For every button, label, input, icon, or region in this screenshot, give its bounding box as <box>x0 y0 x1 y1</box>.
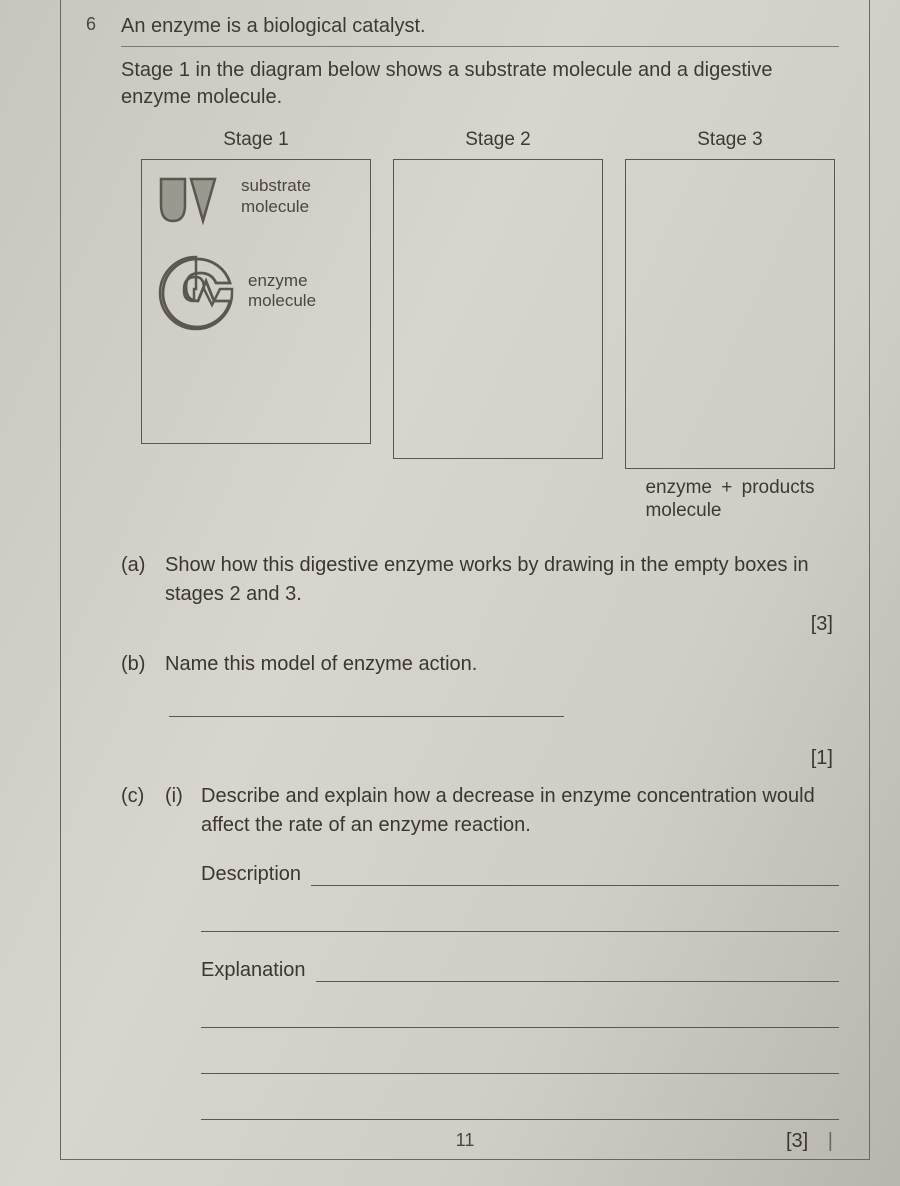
stage-1-box: substrate molecule <box>141 159 371 444</box>
stage-3-column: Stage 3 enzyme + products molecule <box>625 129 835 523</box>
part-c: (c) (i) Describe and explain how a decre… <box>121 782 839 840</box>
explanation-line-3 <box>201 1046 839 1074</box>
enzyme-label: enzyme molecule <box>248 271 316 312</box>
stage-2-title: Stage 2 <box>465 129 531 151</box>
part-b-letter: (b) <box>121 650 165 679</box>
s3-caption-enzyme: enzyme <box>645 477 712 498</box>
explanation-label: Explanation <box>201 959 306 982</box>
substrate-label-1: substrate <box>241 176 311 195</box>
stage-2-box <box>393 159 603 459</box>
explanation-line-2 <box>201 1000 839 1028</box>
description-line-2 <box>201 904 839 932</box>
intro-line-2: Stage 1 in the diagram below shows a sub… <box>121 57 839 111</box>
intro-line-1: An enzyme is a biological catalyst. <box>121 15 839 38</box>
divider <box>121 46 839 47</box>
part-a-marks: [3] <box>121 613 833 636</box>
page-number: 11 <box>61 1130 869 1151</box>
part-b-text: Name this model of enzyme action. <box>165 650 839 679</box>
stage-3-title: Stage 3 <box>697 129 763 151</box>
stage-3-box <box>625 159 835 469</box>
part-a-letter: (a) <box>121 551 165 609</box>
explanation-row: Explanation <box>201 958 839 982</box>
enzyme-row: enzyme molecule <box>154 251 358 331</box>
part-a: (a) Show how this digestive enzyme works… <box>121 551 839 609</box>
part-c-roman: (i) <box>165 782 201 840</box>
description-row: Description <box>201 862 839 886</box>
page-outer: 6 An enzyme is a biological catalyst. St… <box>0 0 900 1186</box>
explanation-line-4 <box>201 1092 839 1120</box>
substrate-left-icon <box>159 177 185 221</box>
explanation-line-1 <box>316 958 839 982</box>
page-content: 6 An enzyme is a biological catalyst. St… <box>60 0 870 1160</box>
stage-3-caption: enzyme + products molecule <box>645 477 814 523</box>
stages-row: Stage 1 <box>141 129 829 523</box>
enzyme-label-2: molecule <box>248 291 316 310</box>
part-b-answer-line <box>169 689 564 717</box>
description-line-1 <box>311 862 839 886</box>
part-b-marks: [1] <box>121 747 833 770</box>
part-c-text: Describe and explain how a decrease in e… <box>201 782 839 840</box>
enzyme-label-1: enzyme <box>248 271 308 290</box>
description-label: Description <box>201 863 301 886</box>
part-a-text: Show how this digestive enzyme works by … <box>165 551 839 609</box>
substrate-label: substrate molecule <box>241 176 311 217</box>
substrate-right-icon <box>189 177 215 221</box>
question-number: 6 <box>86 14 96 35</box>
s3-caption-products: products <box>742 477 815 498</box>
part-c-letter: (c) <box>121 782 165 840</box>
substrate-shape-group <box>159 177 215 221</box>
stage-1-column: Stage 1 <box>141 129 371 444</box>
stage-1-title: Stage 1 <box>223 129 289 151</box>
s3-caption-plus: + <box>721 477 732 498</box>
stage-2-column: Stage 2 <box>393 129 603 459</box>
part-b: (b) Name this model of enzyme action. <box>121 650 839 679</box>
substrate-label-2: molecule <box>241 197 309 216</box>
s3-caption-molecule: molecule <box>645 500 721 521</box>
substrate-row: substrate molecule <box>154 172 358 221</box>
enzyme-shape-icon <box>154 251 234 331</box>
